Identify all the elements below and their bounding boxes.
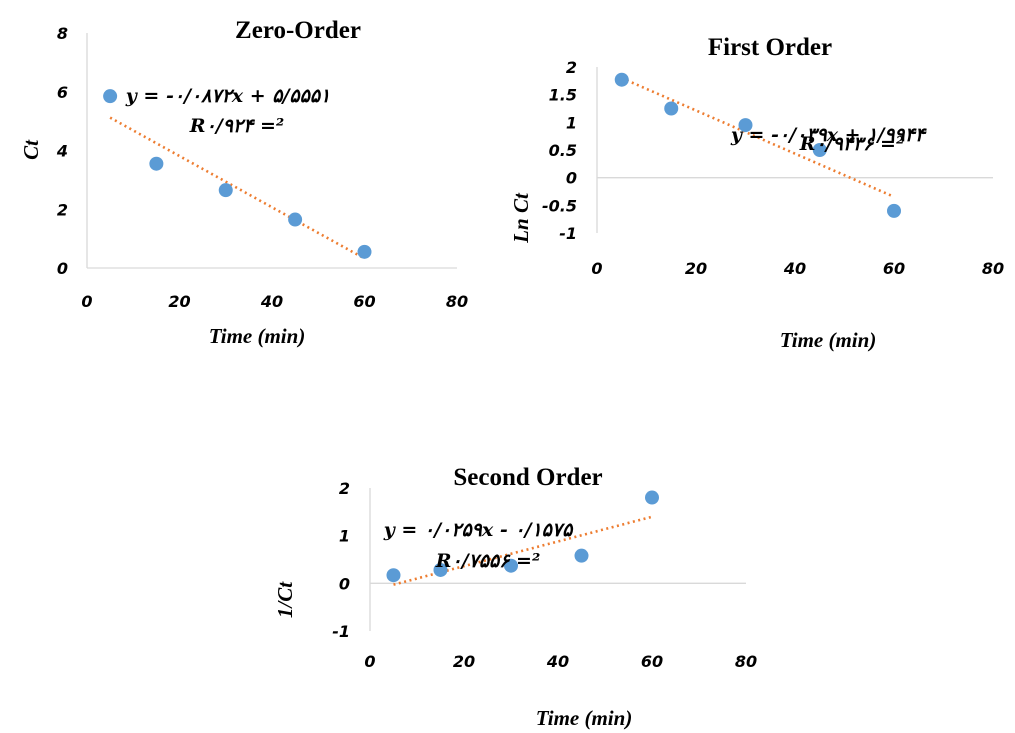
- x-tick-label: 40: [546, 652, 569, 671]
- y-axis-title: Ct: [19, 139, 43, 160]
- data-point: [614, 72, 629, 87]
- chart-title: Second Order: [453, 464, 602, 491]
- y-tick-label: 1.5: [549, 86, 577, 105]
- data-point: [738, 118, 753, 133]
- data-point: [149, 156, 164, 171]
- data-point: [288, 212, 303, 227]
- y-tick-label: 0: [339, 574, 350, 593]
- x-tick-label: 0: [591, 259, 602, 278]
- trendline-equation: y = ۰/۰۲۵۹x - ۰/۱۵۷۵: [383, 519, 574, 541]
- data-point: [103, 89, 118, 104]
- y-tick-label: 0: [566, 169, 577, 188]
- trendline-equation: y = -۰/۰۳۹x + ۱/۹۹۴۴: [730, 124, 927, 146]
- y-tick-label: -1: [332, 622, 350, 641]
- y-tick-label: 0.5: [549, 141, 577, 160]
- data-point: [504, 558, 518, 573]
- data-point: [386, 568, 401, 583]
- x-tick-label: 40: [260, 292, 283, 311]
- chart-title: First Order: [708, 34, 832, 61]
- second-order-chart: Second Order 2 1 0 -1 0 20 40 60 80 Time (min) 1/Ct…: [273, 464, 757, 730]
- x-tick-label: 0: [81, 292, 92, 311]
- y-tick-label: 2: [57, 200, 68, 219]
- data-point: [664, 101, 679, 116]
- first-order-chart: First Order 2 1.5 1 0.5 0 -0.5 -1 0 20 40 60 80 Time …: [509, 34, 1004, 352]
- r-squared-label: R۰/۹۴۳۶ =²: [799, 133, 905, 155]
- chart-title: Zero-Order: [235, 17, 361, 44]
- y-tick-label: 1: [339, 527, 350, 546]
- y-axis-title: Ln Ct: [509, 192, 533, 244]
- data-point: [812, 143, 827, 157]
- linear-trendline: [109, 116, 366, 260]
- x-tick-label: 80: [982, 259, 1004, 278]
- y-tick-label: -1: [559, 224, 577, 243]
- y-tick-label: 2: [566, 58, 577, 77]
- y-tick-label: 1: [566, 113, 577, 132]
- data-point: [645, 490, 659, 505]
- x-tick-label: 60: [883, 259, 905, 278]
- y-tick-label: -0.5: [542, 196, 577, 215]
- x-tick-label: 80: [446, 292, 468, 311]
- x-tick-label: 20: [453, 652, 475, 671]
- data-point: [433, 562, 448, 577]
- x-tick-label: 0: [364, 652, 375, 671]
- y-tick-label: 8: [57, 24, 68, 43]
- r-squared-label: R۰/۷۵۵۶ =²: [435, 550, 541, 572]
- x-axis-title: Time (min): [536, 706, 633, 730]
- y-tick-label: 2: [339, 479, 350, 498]
- x-tick-label: 80: [735, 652, 757, 671]
- x-axis-title: Time (min): [780, 328, 877, 352]
- y-tick-label: 0: [57, 259, 68, 278]
- data-point: [887, 203, 901, 218]
- x-tick-label: 20: [168, 292, 190, 311]
- data-point: [218, 183, 233, 198]
- y-tick-label: 6: [57, 83, 68, 102]
- y-tick-label: 4: [56, 142, 68, 161]
- r-squared-label: R۰/۹۲۴ =²: [189, 115, 284, 137]
- x-axis-title: Time (min): [209, 324, 306, 348]
- y-axis-title: 1/Ct: [273, 581, 297, 618]
- data-point: [574, 548, 589, 563]
- x-tick-label: 60: [641, 652, 663, 671]
- x-tick-label: 60: [353, 292, 375, 311]
- data-point: [357, 244, 372, 259]
- x-tick-label: 40: [783, 259, 806, 278]
- trendline-equation: y = -۰/۰۸۷۲x + ۵/۵۵۵۱: [125, 85, 330, 107]
- x-tick-label: 20: [685, 259, 707, 278]
